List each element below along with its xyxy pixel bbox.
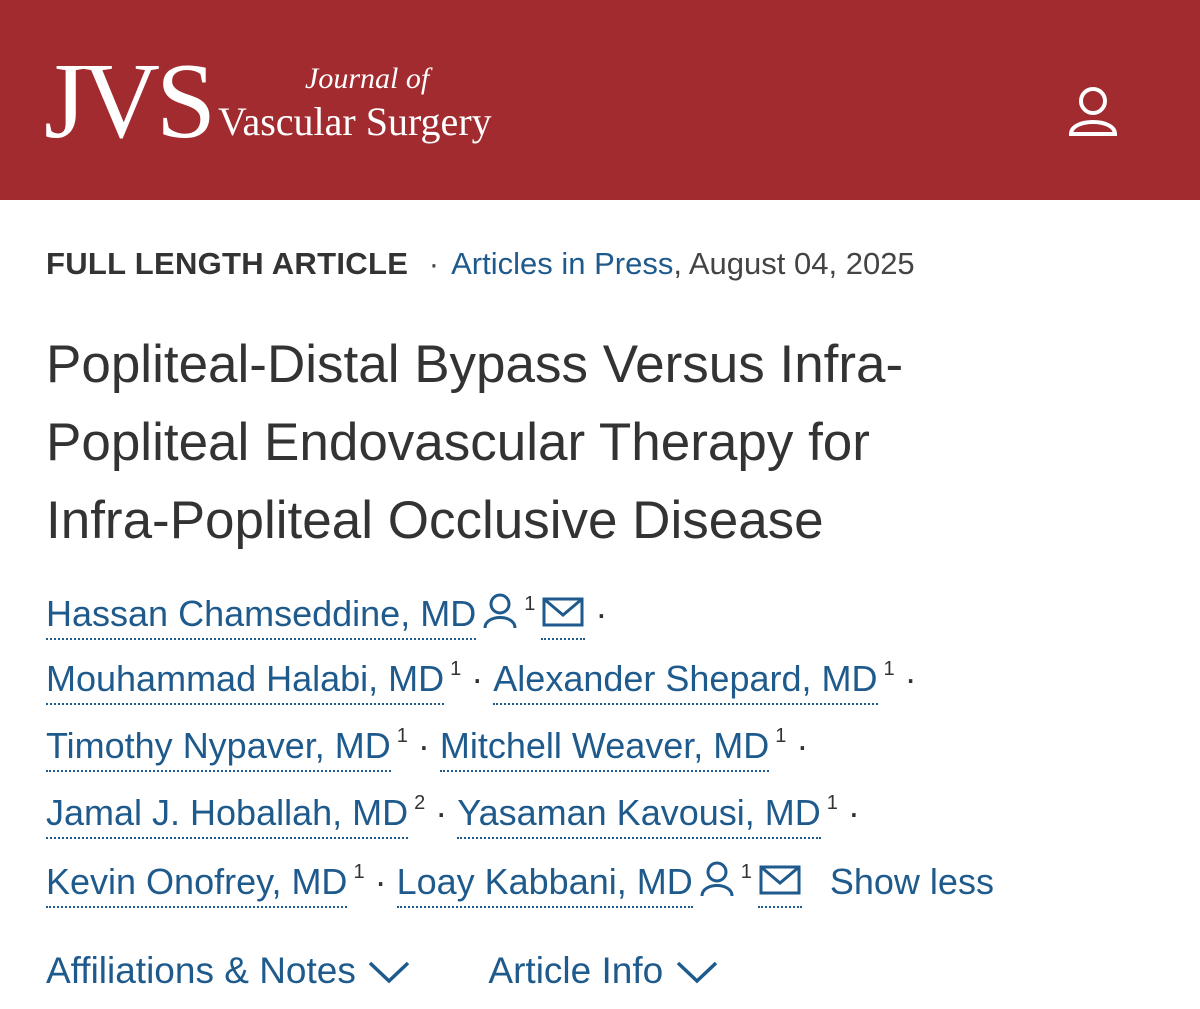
title-line: Popliteal Endovascular Therapy for [46, 413, 870, 472]
affiliation-ref: 1 [524, 593, 536, 615]
logo[interactable]: JVS [44, 42, 216, 161]
author-row: Timothy Nypaver, MD 1 · Mitchell Weaver, MD… [46, 725, 818, 772]
affiliations-label: Affiliations & Notes [46, 950, 356, 991]
affiliation-ref: 2 [414, 792, 426, 814]
separator: · [374, 861, 387, 902]
footer-links: Affiliations & Notes Article Info [46, 950, 720, 992]
author-link[interactable]: Mitchell Weaver, MD [439, 725, 770, 772]
icon-part [483, 616, 517, 629]
icon-part [1068, 120, 1118, 136]
icon-part [759, 865, 801, 895]
author-row: Jamal J. Hoballah, MD 2 · Yasaman Kavousi, … [46, 792, 870, 839]
icon-part [543, 597, 584, 617]
icon-part [676, 961, 717, 984]
icon-part [706, 861, 728, 883]
icon-part [759, 865, 800, 885]
journal-name: Vascular Surgery [218, 99, 492, 144]
author-profile-icon[interactable] [482, 593, 518, 634]
user-icon[interactable] [1066, 84, 1120, 138]
icon-part [759, 865, 801, 895]
icon-part [368, 961, 410, 984]
affiliations-toggle[interactable]: Affiliations & Notes [46, 950, 412, 991]
section-link[interactable]: Articles in Press [451, 246, 674, 281]
author-row: Hassan Chamseddine, MD 1 · [46, 592, 617, 640]
email-icon[interactable] [541, 593, 586, 640]
icon-part [1079, 87, 1107, 115]
icon-part [700, 884, 734, 897]
affiliation-ref: 1 [396, 725, 408, 747]
author-link[interactable]: Timothy Nypaver, MD [46, 725, 391, 772]
icon-part [542, 597, 584, 627]
article-meta: FULL LENGTH ARTICLE · Articles in Press, … [46, 246, 915, 282]
icon-part [483, 593, 517, 629]
header: JVS Journal of Vascular Surgery [0, 0, 1200, 200]
author-row: Mouhammad Halabi, MD 1 · Alexander Shepard,… [46, 658, 927, 705]
separator: · [428, 246, 440, 281]
separator: · [435, 792, 448, 833]
journal-name: Journal of [305, 62, 430, 95]
separator: · [471, 658, 484, 699]
author-link[interactable]: Hassan Chamseddine, MD [46, 593, 477, 640]
separator: · [796, 725, 809, 766]
date: , August 04, 2025 [673, 246, 915, 281]
article-info-label: Article Info [488, 950, 664, 991]
affiliation-ref: 1 [826, 792, 838, 814]
icon-part [489, 593, 511, 615]
author-row: Kevin Onofrey, MD 1 · Loay Kabbani, MD 1 Show… [46, 860, 994, 908]
title-line: Popliteal-Distal Bypass Versus Infra- [46, 335, 904, 394]
affiliation-ref: 1 [353, 861, 365, 883]
chevron [676, 961, 717, 984]
author-link[interactable]: Mouhammad Halabi, MD [46, 658, 445, 705]
show-less[interactable]: Show less [829, 861, 994, 902]
author-profile-icon[interactable] [699, 861, 735, 902]
author-link[interactable]: Kevin Onofrey, MD [46, 861, 348, 908]
separator: · [847, 792, 860, 833]
chevron [368, 961, 410, 984]
author-link[interactable]: Alexander Shepard, MD [493, 658, 878, 705]
title-line: Infra-Popliteal Occlusive Disease [46, 491, 824, 550]
author-link[interactable]: Yasaman Kavousi, MD [457, 792, 821, 839]
affiliation-ref: 1 [740, 861, 752, 883]
article-info-toggle[interactable]: Article Info [488, 950, 719, 991]
icon-part [700, 861, 734, 897]
separator: · [595, 593, 608, 634]
article-type: FULL LENGTH ARTICLE [46, 246, 409, 281]
icon-part [542, 597, 584, 627]
author-link[interactable]: Loay Kabbani, MD [396, 861, 693, 908]
separator: · [417, 725, 430, 766]
affiliation-ref: 1 [883, 658, 895, 680]
affiliation-ref: 1 [450, 658, 462, 680]
affiliation-ref: 1 [775, 725, 787, 747]
separator: · [904, 658, 917, 699]
email-icon[interactable] [757, 861, 802, 908]
author-link[interactable]: Jamal J. Hoballah, MD [46, 792, 409, 839]
